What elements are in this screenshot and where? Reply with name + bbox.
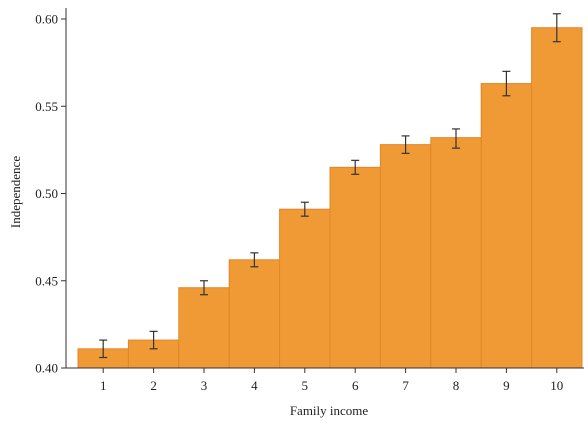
bar-5: [279, 208, 331, 369]
error-bar-10: [552, 13, 561, 43]
x-tick-label-4: 4: [251, 378, 258, 393]
error-bar-4: [250, 252, 259, 268]
y-ticks-layer: 0.40 0.45 0.50 0.55 0.60: [35, 12, 66, 376]
y-tick-label-0.60: 0.60: [35, 12, 58, 27]
bar-3: [178, 287, 230, 369]
y-axis-title: Independence: [8, 156, 23, 228]
bar-4: [228, 259, 281, 369]
error-bar-5: [300, 201, 309, 217]
bar-8: [430, 137, 482, 369]
x-tick-label-3: 3: [201, 378, 208, 393]
x-tick-label-8: 8: [453, 378, 460, 393]
x-tick-label-7: 7: [402, 378, 409, 393]
y-tick-label-0.50: 0.50: [35, 186, 58, 201]
x-tick-label-10: 10: [550, 378, 563, 393]
y-tick-label-0.45: 0.45: [35, 273, 58, 288]
x-tick-label-6: 6: [352, 378, 359, 393]
error-bar-8: [452, 128, 460, 149]
x-tick-label-9: 9: [503, 378, 510, 393]
x-tick-label-1: 1: [100, 378, 107, 393]
y-tick-label-0.40: 0.40: [35, 361, 58, 376]
bar-9: [480, 83, 533, 369]
error-bar-6: [351, 159, 360, 175]
x-tick-label-2: 2: [150, 378, 157, 393]
error-bars-layer: [99, 13, 561, 359]
bar-7: [379, 144, 432, 369]
error-bar-2: [149, 330, 158, 350]
bar-10: [531, 27, 583, 369]
error-bar-9: [502, 70, 511, 97]
error-bar-3: [200, 280, 208, 296]
x-ticks-layer: 1 2 3 4 5 6 7 8 9 10: [100, 368, 563, 393]
bar-6: [329, 166, 381, 369]
x-axis-title: Family income: [290, 403, 369, 418]
error-bar-1: [99, 339, 108, 359]
axes-layer: [65, 8, 584, 369]
x-tick-label-5: 5: [302, 378, 309, 393]
y-tick-label-0.55: 0.55: [35, 99, 58, 114]
error-bar-7: [401, 135, 410, 154]
bars-layer: [77, 27, 583, 369]
